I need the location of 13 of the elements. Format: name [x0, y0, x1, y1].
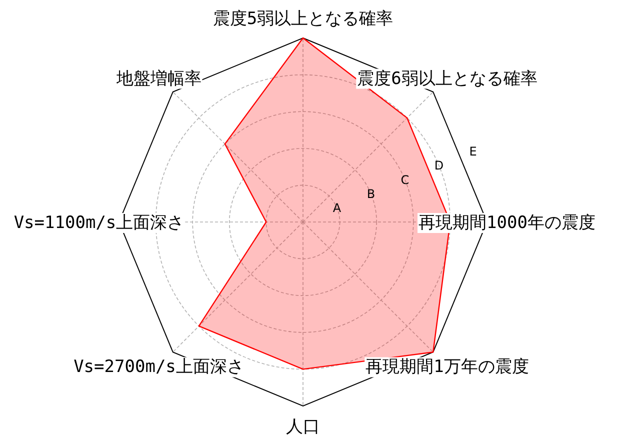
spoke-label: 地盤増幅率	[115, 68, 202, 89]
spoke-label: 人口	[286, 417, 320, 437]
spoke-label: Vs=2700m/s上面深さ	[74, 357, 244, 378]
spoke-label: Vs=1100m/s上面深さ	[14, 213, 184, 233]
y-tick-label: E	[469, 144, 477, 159]
y-tick-label: A	[332, 200, 342, 215]
spoke-label: 震度5弱以上となる確率	[212, 9, 394, 29]
y-tick-label: D	[434, 158, 444, 173]
y-tick-label: C	[400, 172, 410, 187]
y-tick-label: B	[366, 186, 376, 201]
spoke-label: 震度6弱以上となる確率	[357, 68, 538, 89]
spoke-label: 再現期間1000年の震度	[418, 213, 596, 233]
spoke-label: 再現期間1万年の震度	[366, 357, 529, 378]
